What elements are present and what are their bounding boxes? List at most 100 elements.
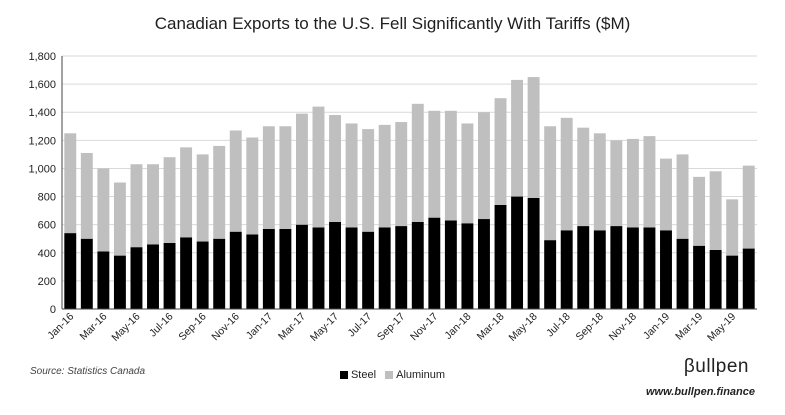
bar-steel-may-18 (527, 197, 540, 309)
x-tick-label: Jan-19 (641, 311, 672, 342)
bar-steel-aug-18 (577, 226, 590, 309)
bar-aluminum-aug-16 (180, 147, 193, 238)
bar-steel-sep-17 (395, 226, 408, 309)
bar-aluminum-mar-18 (494, 98, 507, 205)
y-tick-label: 400 (38, 248, 56, 260)
x-tick-label: Mar-19 (673, 311, 705, 343)
bar-steel-jan-17 (262, 228, 275, 309)
bar-aluminum-may-17 (329, 115, 341, 222)
bar-aluminum-oct-16 (213, 145, 226, 239)
bar-steel-oct-17 (411, 221, 424, 309)
x-tick-label: Nov-18 (607, 311, 640, 344)
gridlines (62, 55, 757, 282)
bar-steel-jul-17 (362, 231, 375, 309)
bar-aluminum-jun-19 (742, 165, 755, 249)
bar-aluminum-apr-18 (511, 79, 524, 197)
x-tick-label: Sep-18 (573, 311, 606, 344)
bar-aluminum-jan-19 (660, 158, 672, 231)
x-tick-label: Nov-16 (209, 311, 242, 344)
bars (64, 77, 755, 309)
y-tick-label: 0 (50, 304, 56, 316)
x-tick-label: Nov-17 (408, 311, 441, 344)
bar-steel-jun-17 (345, 227, 358, 309)
bar-aluminum-dec-16 (246, 137, 259, 235)
bar-steel-jan-18 (461, 223, 474, 309)
bar-steel-jul-16 (163, 242, 176, 309)
y-tick-label: 800 (38, 192, 56, 204)
x-tick-label: Jan-17 (244, 311, 275, 342)
legend-label-steel: Steel (350, 369, 377, 381)
bar-aluminum-jan-16 (64, 133, 77, 234)
x-tick-label: Jul-16 (147, 311, 176, 340)
bar-aluminum-apr-17 (312, 106, 325, 228)
bar-steel-feb-17 (279, 228, 292, 309)
bar-steel-aug-17 (378, 227, 391, 309)
x-tick-label: Mar-17 (276, 311, 308, 343)
bar-aluminum-jul-17 (362, 129, 375, 232)
bar-steel-dec-18 (643, 227, 656, 309)
bar-steel-feb-18 (478, 219, 490, 309)
y-tick-label: 1,200 (28, 135, 56, 147)
bar-steel-dec-16 (246, 234, 259, 309)
bar-aluminum-nov-17 (428, 110, 441, 218)
bar-steel-apr-17 (312, 227, 325, 309)
bar-steel-mar-16 (97, 251, 110, 309)
bar-steel-apr-18 (511, 196, 524, 309)
legend-item-steel: Steel (339, 369, 377, 381)
bar-steel-jan-16 (64, 233, 77, 309)
bar-aluminum-feb-19 (676, 154, 689, 239)
bar-steel-oct-18 (610, 226, 623, 309)
x-tick-label: May-19 (705, 311, 738, 344)
x-tick-label: Sep-17 (375, 311, 408, 344)
bar-steel-may-16 (130, 247, 143, 309)
bar-aluminum-aug-17 (378, 124, 391, 228)
legend-label-aluminum: Aluminum (396, 369, 446, 381)
chart-title: Canadian Exports to the U.S. Fell Signif… (154, 14, 631, 33)
bar-steel-jun-16 (147, 244, 159, 309)
bar-steel-oct-16 (213, 238, 226, 309)
x-tick-label: May-16 (109, 311, 142, 344)
bar-aluminum-jan-17 (262, 126, 275, 229)
bar-steel-feb-19 (676, 238, 689, 309)
bar-aluminum-jun-17 (345, 123, 358, 228)
bar-aluminum-may-16 (130, 164, 143, 248)
bar-steel-nov-17 (428, 217, 441, 309)
bar-steel-mar-19 (693, 245, 706, 309)
bar-aluminum-jun-16 (147, 164, 159, 245)
bar-aluminum-may-19 (726, 199, 739, 256)
bar-aluminum-oct-17 (411, 103, 424, 222)
y-tick-label: 1,000 (28, 163, 56, 175)
y-tick-label: 600 (38, 220, 56, 232)
x-tick-label: Jan-18 (442, 311, 473, 342)
legend-swatch-steel (339, 371, 348, 379)
bar-steel-apr-16 (113, 255, 126, 309)
bar-steel-mar-17 (295, 224, 308, 309)
bar-aluminum-mar-19 (693, 176, 706, 246)
bar-steel-sep-18 (593, 230, 606, 309)
legend-item-aluminum: Aluminum (385, 369, 445, 381)
x-tick-label: Mar-18 (475, 311, 507, 343)
bar-steel-apr-19 (709, 249, 722, 309)
bar-aluminum-sep-18 (593, 133, 606, 231)
brand-url: www.bullpen.finance (646, 386, 755, 398)
bar-steel-sep-16 (196, 241, 209, 309)
legend: Steel Aluminum (0, 369, 785, 382)
bar-steel-nov-18 (626, 227, 639, 309)
bar-aluminum-jul-16 (163, 157, 176, 243)
bar-steel-nov-16 (229, 231, 242, 309)
bar-aluminum-aug-18 (577, 127, 590, 227)
y-tick-label: 1,600 (28, 79, 56, 91)
y-tick-label: 200 (38, 276, 56, 288)
source-note: Source: Statistics Canada (30, 366, 146, 377)
bar-steel-may-17 (329, 221, 341, 309)
x-tick-label: Jul-17 (346, 311, 375, 340)
bar-steel-jun-19 (742, 248, 755, 309)
bar-steel-may-19 (726, 255, 739, 309)
bar-aluminum-mar-17 (295, 113, 308, 225)
bar-aluminum-may-18 (527, 77, 540, 198)
bar-steel-jul-18 (560, 230, 573, 309)
x-tick-label: May-17 (308, 311, 341, 344)
bar-aluminum-jan-18 (461, 123, 474, 224)
bar-aluminum-sep-16 (196, 154, 209, 242)
